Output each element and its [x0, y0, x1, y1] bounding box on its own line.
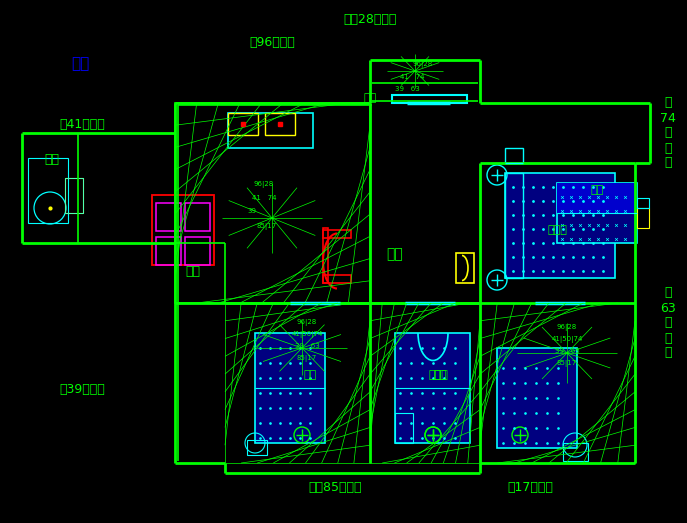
Bar [637, 208, 649, 228]
Bar [637, 198, 649, 208]
Bar [28, 158, 68, 223]
Bar [395, 413, 413, 443]
Bar [323, 228, 328, 283]
Bar [156, 203, 181, 231]
Text: 96|28: 96|28 [297, 319, 317, 326]
Bar [505, 173, 615, 278]
Bar [185, 237, 210, 265]
Bar [505, 173, 615, 278]
Text: 五向28二绝煞: 五向28二绝煞 [344, 13, 396, 26]
Text: 96|28: 96|28 [557, 324, 577, 331]
Bar [247, 440, 267, 455]
Bar [557, 183, 637, 243]
Bar [255, 333, 325, 443]
Text: 震
74
六
延
死: 震 74 六 延 死 [660, 97, 676, 169]
Bar [505, 148, 523, 163]
Text: 客房: 客房 [590, 185, 604, 195]
Text: 39   63: 39 63 [295, 343, 319, 349]
Text: 41|50|74: 41|50|74 [291, 331, 323, 338]
Text: 41   74: 41 74 [400, 74, 425, 80]
Bar [228, 113, 313, 148]
Bar [505, 173, 523, 278]
Bar [65, 178, 83, 213]
Text: 客厅: 客厅 [387, 247, 403, 261]
Bar [395, 333, 470, 443]
Bar [557, 183, 637, 213]
Text: 96|28: 96|28 [254, 181, 274, 188]
Text: 阳台: 阳台 [363, 93, 376, 103]
Text: 客房: 客房 [433, 370, 447, 380]
Text: 书房: 书房 [45, 153, 60, 166]
Text: 兑39一六煞: 兑39一六煞 [59, 383, 105, 396]
Bar [497, 348, 577, 448]
Bar [152, 195, 214, 265]
Text: 39   63: 39 63 [394, 86, 419, 92]
Bar [456, 253, 474, 283]
Text: 39: 39 [247, 208, 256, 214]
Text: 96|28: 96|28 [413, 61, 433, 68]
Text: 39   63: 39 63 [554, 348, 579, 354]
Bar [255, 333, 325, 443]
Text: 乾41九禍死: 乾41九禍死 [59, 118, 105, 131]
Bar [392, 95, 467, 103]
Text: 巽
63
七
伏
旺: 巽 63 七 伏 旺 [660, 287, 676, 359]
Text: 末山85五五生: 末山85五五生 [308, 481, 362, 494]
Bar [395, 333, 470, 443]
Bar [185, 203, 210, 231]
Bar [557, 183, 637, 243]
Text: 85|17: 85|17 [257, 223, 277, 230]
Bar [228, 113, 258, 135]
Text: 41   74: 41 74 [251, 195, 276, 201]
Text: 坎96四泄生: 坎96四泄生 [249, 36, 295, 49]
Bar [323, 275, 351, 283]
Text: 餐厅: 餐厅 [185, 265, 201, 278]
Text: 儿子房: 儿子房 [547, 225, 567, 235]
Text: 客房: 客房 [304, 370, 317, 380]
Bar [265, 113, 295, 135]
Bar [156, 237, 181, 265]
Text: 离17三天死: 离17三天死 [507, 481, 553, 494]
Text: 85|17: 85|17 [557, 360, 577, 367]
Bar [497, 348, 577, 448]
Text: 主人房: 主人房 [428, 370, 448, 380]
Text: 图四: 图四 [71, 56, 89, 71]
Bar [323, 230, 351, 238]
Bar [65, 178, 83, 213]
Text: 41|50|74: 41|50|74 [551, 336, 583, 343]
Bar [175, 103, 370, 303]
Bar [563, 443, 588, 461]
Text: 85|17: 85|17 [297, 355, 317, 362]
